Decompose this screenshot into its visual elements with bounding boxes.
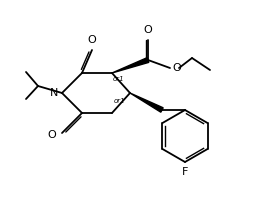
Text: O: O — [172, 63, 181, 73]
Polygon shape — [112, 58, 149, 73]
Text: or1: or1 — [113, 76, 125, 82]
Text: F: F — [182, 167, 188, 177]
Text: O: O — [47, 130, 56, 140]
Text: or1: or1 — [114, 98, 126, 104]
Text: O: O — [88, 35, 96, 45]
Text: O: O — [144, 25, 152, 35]
Text: N: N — [50, 88, 58, 98]
Polygon shape — [130, 93, 163, 112]
